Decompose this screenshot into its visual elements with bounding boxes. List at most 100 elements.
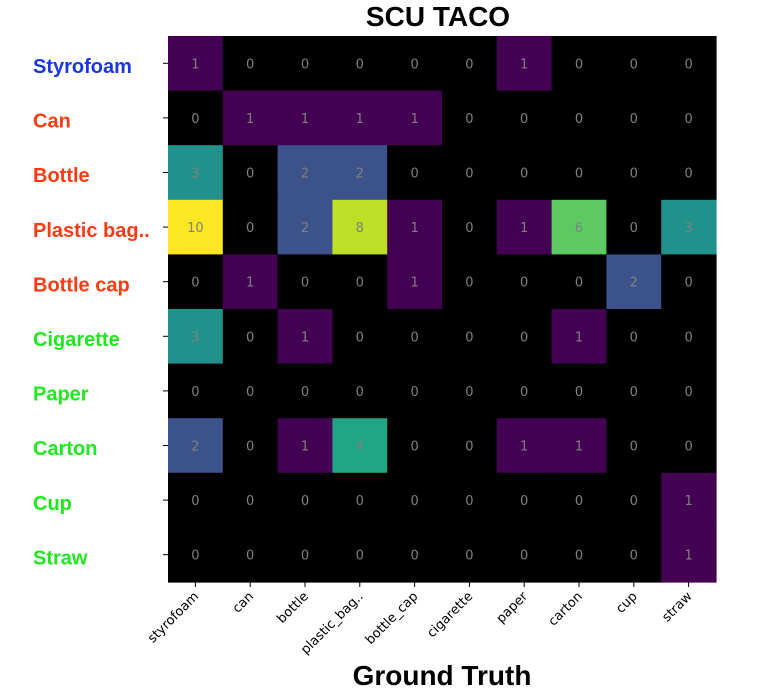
heatmap-cell <box>606 527 662 583</box>
heatmap-cell <box>387 36 443 92</box>
cell-value-label: 0 <box>575 549 583 564</box>
cell-value-label: 0 <box>520 385 528 400</box>
cell-value-label: 0 <box>356 330 364 345</box>
cell-value-label: 1 <box>520 440 528 455</box>
cell-value-label: 0 <box>191 276 199 291</box>
cell-value-label: 2 <box>301 167 309 182</box>
cell-value-label: 3 <box>191 330 199 345</box>
heatmap-cell <box>168 145 224 201</box>
cell-value-label: 0 <box>410 440 418 455</box>
heatmap-cell <box>277 254 333 310</box>
cell-value-label: 0 <box>575 112 583 127</box>
cell-value-label: 0 <box>465 167 473 182</box>
cell-value-label: 0 <box>575 385 583 400</box>
heatmap-cell <box>496 363 553 419</box>
x-tick-marks <box>194 582 690 587</box>
cell-value-label: 0 <box>465 112 473 127</box>
heatmap-cell <box>606 418 662 474</box>
cell-value-label: 0 <box>465 221 473 236</box>
heatmap-cell <box>277 527 333 583</box>
heatmap-cell <box>661 418 717 474</box>
row-label: Can <box>33 111 71 133</box>
cell-value-label: 0 <box>684 440 692 455</box>
x-tick-label: carton <box>546 589 586 629</box>
cell-value-label: 1 <box>684 494 692 509</box>
heatmap-cell <box>168 309 224 365</box>
heatmap-cell <box>222 363 279 419</box>
heatmap-cell <box>332 90 388 146</box>
cell-value-label: 0 <box>246 494 254 509</box>
x-tick-label: can <box>230 589 257 616</box>
cell-value-label: 2 <box>356 167 364 182</box>
cell-value-label: 0 <box>410 330 418 345</box>
cell-value-label: 1 <box>301 330 309 345</box>
cell-value-label: 0 <box>520 330 528 345</box>
heatmap-cell <box>222 418 279 474</box>
cell-value-label: 0 <box>630 494 638 509</box>
cell-value-label: 0 <box>410 57 418 72</box>
row-label: Plastic bag.. <box>33 220 150 242</box>
cell-value-label: 10 <box>187 221 204 236</box>
cell-value-label: 3 <box>684 221 692 236</box>
cell-value-label: 0 <box>630 112 638 127</box>
heatmap-cell <box>606 145 662 201</box>
cell-value-label: 0 <box>410 549 418 564</box>
heatmap-cell <box>442 145 498 201</box>
heatmap-cell <box>277 309 333 365</box>
row-label: Paper <box>33 384 89 406</box>
cell-value-label: 1 <box>301 440 309 455</box>
heatmap-cell <box>387 309 443 365</box>
heatmap-cell <box>661 145 717 201</box>
heatmap-cell <box>496 199 553 255</box>
cell-value-label: 0 <box>356 57 364 72</box>
heatmap-cell <box>332 418 388 474</box>
cell-value-label: 0 <box>630 57 638 72</box>
heatmap-cell <box>222 199 279 255</box>
cell-value-label: 0 <box>465 494 473 509</box>
chart-title: SCU TACO <box>366 1 510 32</box>
heatmap-cell <box>277 199 333 255</box>
heatmap-cell <box>551 472 607 528</box>
cell-value-label: 0 <box>465 57 473 72</box>
cell-value-label: 0 <box>520 167 528 182</box>
cell-value-label: 0 <box>630 167 638 182</box>
x-tick-label: cup <box>613 589 640 616</box>
y-tick-marks <box>163 62 168 556</box>
cell-value-label: 0 <box>191 549 199 564</box>
cell-value-label: 0 <box>301 385 309 400</box>
heatmap-cell <box>387 199 443 255</box>
row-label: Bottle <box>33 165 90 187</box>
heatmap-cell <box>661 527 717 583</box>
cell-value-label: 1 <box>575 440 583 455</box>
cell-value-label: 0 <box>356 549 364 564</box>
heatmap-cells <box>168 36 717 583</box>
x-tick-labels: styrofoam can bottleplastic_bag..bottle_ca… <box>145 589 696 658</box>
heatmap-cell <box>387 418 443 474</box>
heatmap-cell <box>661 90 717 146</box>
x-tick-label: bottle_cap <box>363 589 422 648</box>
heatmap-cell <box>606 199 662 255</box>
cell-value-label: 0 <box>684 112 692 127</box>
row-label: Bottle cap <box>33 274 130 296</box>
cell-value-label: 0 <box>356 385 364 400</box>
cell-value-label: 0 <box>410 494 418 509</box>
heatmap-cell <box>551 36 607 92</box>
cell-value-label: 0 <box>520 549 528 564</box>
cell-value-label: 1 <box>301 112 309 127</box>
cell-value-label: 1 <box>191 57 199 72</box>
heatmap-cell <box>496 36 553 92</box>
heatmap-cell <box>222 90 279 146</box>
heatmap-cell <box>222 254 279 310</box>
cell-value-label: 0 <box>246 385 254 400</box>
heatmap-cell <box>332 145 388 201</box>
cell-value-label: 0 <box>630 440 638 455</box>
heatmap-cell <box>387 145 443 201</box>
heatmap-cell <box>168 254 224 310</box>
cell-value-label: 0 <box>684 330 692 345</box>
cell-value-label: 0 <box>246 167 254 182</box>
heatmap-cell <box>551 418 607 474</box>
cell-value-label: 0 <box>246 330 254 345</box>
row-label: Cigarette <box>33 329 120 351</box>
heatmap-cell <box>222 472 279 528</box>
x-tick-label: paper <box>494 589 532 627</box>
